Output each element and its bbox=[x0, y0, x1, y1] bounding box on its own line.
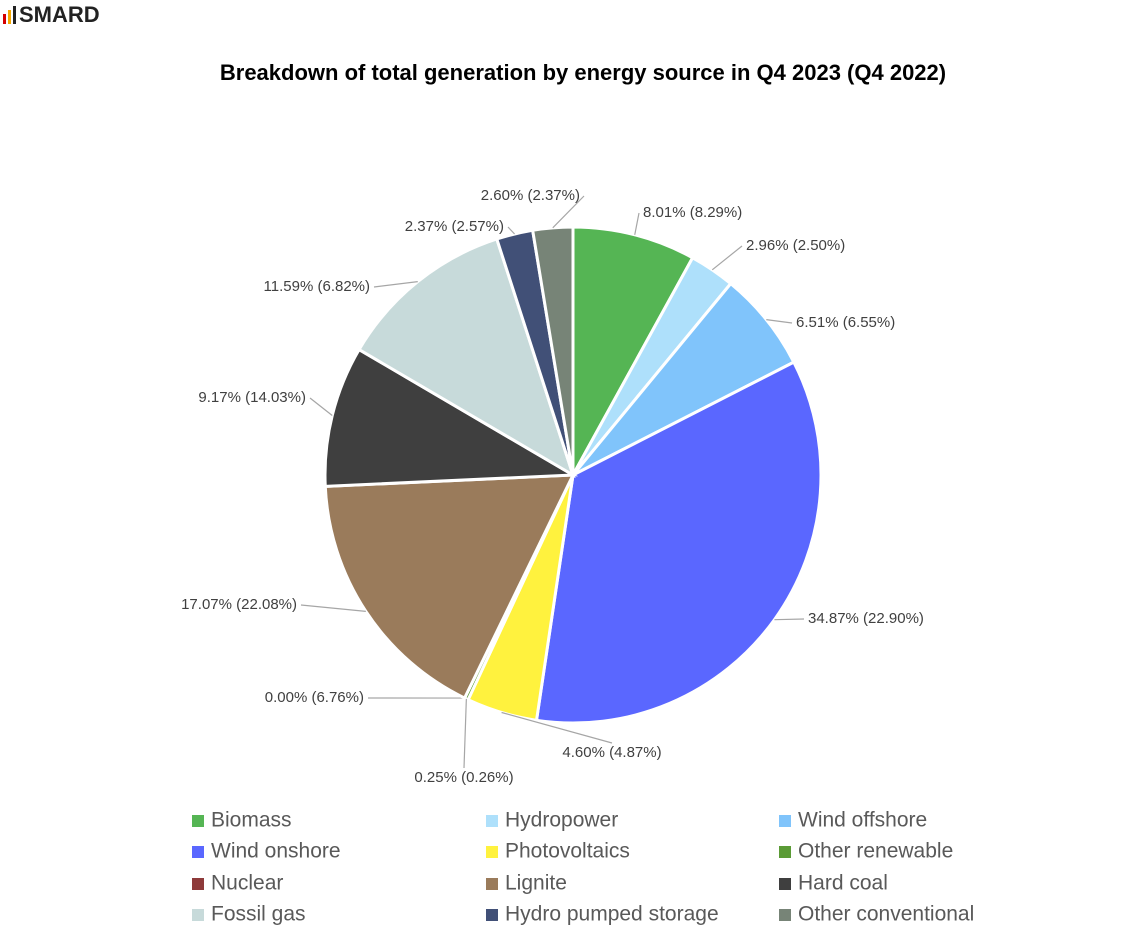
data-label: 11.59% (6.82%) bbox=[264, 278, 370, 295]
leader-line bbox=[766, 319, 793, 324]
legend-label: Wind offshore bbox=[798, 809, 927, 832]
legend-label: Hydro pumped storage bbox=[505, 903, 719, 926]
legend-label: Wind onshore bbox=[211, 840, 341, 863]
logo-bar bbox=[13, 6, 16, 24]
legend-label: Fossil gas bbox=[211, 903, 306, 926]
pie-slice bbox=[530, 225, 575, 476]
legend-swatch bbox=[779, 846, 791, 858]
logo-bar bbox=[3, 14, 6, 24]
legend-label: Nuclear bbox=[211, 872, 283, 895]
legend-swatch bbox=[779, 878, 791, 890]
leader-line bbox=[463, 698, 467, 769]
leader-line bbox=[501, 711, 613, 744]
data-label: 0.25% (0.26%) bbox=[414, 769, 513, 786]
data-label: 17.07% (22.08%) bbox=[181, 596, 297, 613]
legend-swatch bbox=[779, 909, 791, 921]
legend-swatch bbox=[192, 909, 204, 921]
chart-title: Breakdown of total generation by energy … bbox=[220, 60, 946, 85]
legend-swatch bbox=[486, 846, 498, 858]
legend-label: Lignite bbox=[505, 872, 567, 895]
data-label: 4.60% (4.87%) bbox=[562, 744, 661, 761]
leader-line bbox=[634, 212, 640, 235]
data-label: 2.60% (2.37%) bbox=[481, 187, 580, 204]
leader-line bbox=[711, 245, 743, 271]
leader-line bbox=[373, 281, 418, 288]
legend-swatch bbox=[192, 878, 204, 890]
legend-swatch bbox=[486, 878, 498, 890]
legend-label: Biomass bbox=[211, 809, 292, 832]
legend-swatch bbox=[779, 815, 791, 827]
data-label: 9.17% (14.03%) bbox=[198, 389, 306, 406]
data-label: 8.01% (8.29%) bbox=[643, 204, 742, 221]
data-label: 0.00% (6.76%) bbox=[265, 689, 364, 706]
pie-slice bbox=[323, 473, 576, 701]
logo: SMARD bbox=[3, 2, 100, 27]
leader-line bbox=[309, 397, 333, 416]
leader-line bbox=[507, 226, 516, 235]
legend-label: Hydropower bbox=[505, 809, 618, 832]
pie-slice bbox=[534, 360, 823, 725]
leader-line bbox=[774, 618, 805, 621]
legend-swatch bbox=[486, 909, 498, 921]
legend-label: Other conventional bbox=[798, 903, 974, 926]
data-label: 2.37% (2.57%) bbox=[405, 218, 504, 235]
data-label: 6.51% (6.55%) bbox=[796, 314, 895, 331]
pie-slice bbox=[357, 237, 576, 479]
legend-label: Hard coal bbox=[798, 872, 888, 895]
legend-label: Photovoltaics bbox=[505, 840, 630, 863]
data-label: 2.96% (2.50%) bbox=[746, 237, 845, 254]
data-label: 34.87% (22.90%) bbox=[808, 610, 924, 627]
legend-swatch bbox=[192, 815, 204, 827]
pie-slice bbox=[571, 225, 695, 476]
legend-swatch bbox=[486, 815, 498, 827]
legend-label: Other renewable bbox=[798, 840, 953, 863]
legend-swatch bbox=[192, 846, 204, 858]
leader-line bbox=[300, 604, 366, 612]
logo-bar bbox=[8, 10, 11, 24]
pie-slice bbox=[323, 347, 579, 488]
leader-line bbox=[552, 195, 585, 229]
logo-text: SMARD bbox=[19, 2, 100, 27]
